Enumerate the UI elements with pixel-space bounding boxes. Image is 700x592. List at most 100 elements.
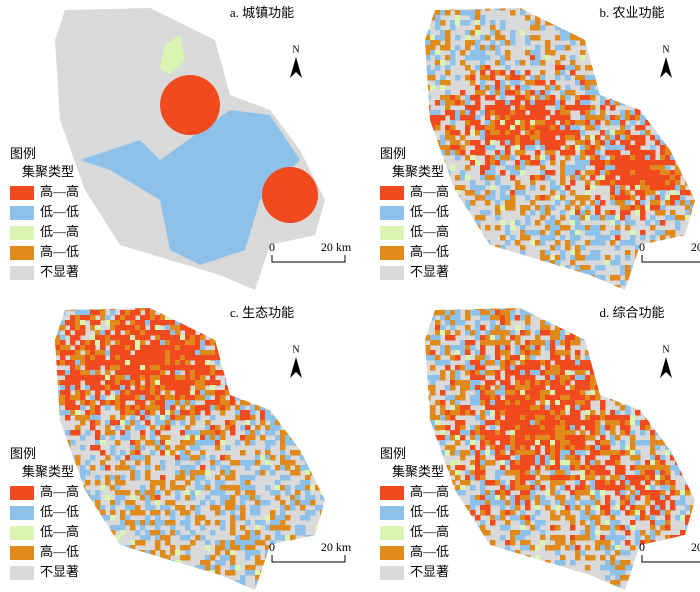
- patch: [60, 320, 66, 326]
- patch: [65, 308, 71, 311]
- patch: [320, 340, 325, 346]
- patch: [645, 415, 651, 421]
- patch: [590, 110, 596, 116]
- patch: [490, 390, 496, 396]
- patch: [460, 20, 466, 26]
- patch: [530, 210, 536, 216]
- patch: [70, 350, 76, 356]
- patch: [510, 120, 516, 126]
- patch: [270, 540, 276, 546]
- patch: [455, 370, 461, 376]
- patch: [65, 395, 71, 401]
- patch: [215, 510, 221, 516]
- patch: [170, 360, 176, 366]
- patch: [660, 275, 666, 281]
- patch: [275, 485, 281, 491]
- patch: [515, 120, 521, 126]
- patch: [65, 450, 71, 456]
- patch: [630, 120, 636, 126]
- patch: [195, 355, 201, 361]
- patch: [150, 425, 156, 431]
- patch: [600, 165, 606, 171]
- patch: [175, 360, 181, 366]
- patch: [445, 130, 451, 136]
- patch: [460, 135, 466, 141]
- patch: [195, 410, 201, 416]
- patch: [135, 490, 141, 496]
- patch: [180, 415, 186, 421]
- patch: [530, 405, 536, 411]
- patch: [230, 510, 236, 516]
- patch: [300, 395, 306, 401]
- patch: [290, 470, 296, 476]
- patch: [485, 130, 491, 136]
- patch: [500, 310, 506, 316]
- patch: [685, 70, 691, 76]
- patch: [250, 415, 256, 421]
- patch: [515, 355, 521, 361]
- patch: [285, 570, 291, 576]
- patch: [545, 285, 551, 290]
- patch: [160, 375, 166, 381]
- patch: [690, 210, 695, 216]
- patch: [475, 85, 481, 91]
- patch: [465, 30, 471, 36]
- patch: [225, 320, 231, 326]
- patch: [550, 160, 556, 166]
- patch: [565, 170, 571, 176]
- patch: [440, 370, 446, 376]
- patch: [320, 505, 325, 511]
- patch: [545, 360, 551, 366]
- patch: [250, 475, 256, 481]
- patch: [430, 380, 436, 386]
- patch: [325, 505, 331, 511]
- patch: [220, 335, 226, 341]
- patch: [680, 85, 686, 91]
- patch: [155, 405, 161, 411]
- patch: [205, 485, 211, 491]
- patch: [535, 130, 541, 136]
- patch: [195, 395, 201, 401]
- patch: [60, 310, 66, 316]
- patch: [200, 575, 206, 581]
- patch: [170, 550, 176, 556]
- patch: [650, 95, 656, 101]
- patch: [255, 540, 261, 546]
- patch: [645, 175, 651, 181]
- patch: [455, 405, 461, 411]
- patch: [515, 315, 521, 321]
- patch: [145, 440, 151, 446]
- patch: [295, 490, 301, 496]
- patch: [515, 185, 521, 191]
- patch: [505, 40, 511, 46]
- patch: [125, 355, 131, 361]
- patch: [605, 215, 611, 221]
- patch: [510, 290, 516, 296]
- patch: [495, 385, 501, 391]
- patch: [490, 145, 496, 151]
- patch: [550, 370, 556, 376]
- patch: [180, 420, 186, 426]
- patch: [130, 500, 136, 506]
- patch: [555, 335, 561, 341]
- patch: [540, 405, 546, 411]
- patch: [550, 180, 556, 186]
- patch: [695, 140, 700, 146]
- patch: [645, 335, 651, 341]
- patch: [110, 580, 116, 586]
- patch: [275, 405, 281, 411]
- patch: [630, 170, 636, 176]
- patch: [185, 450, 191, 456]
- patch: [630, 205, 636, 211]
- patch: [180, 575, 186, 581]
- patch: [295, 325, 301, 331]
- patch: [640, 65, 646, 71]
- patch: [465, 240, 471, 246]
- patch: [215, 310, 221, 316]
- patch: [585, 375, 591, 381]
- patch: [585, 420, 591, 426]
- patch: [140, 390, 146, 396]
- patch: [640, 390, 646, 396]
- patch: [450, 130, 456, 136]
